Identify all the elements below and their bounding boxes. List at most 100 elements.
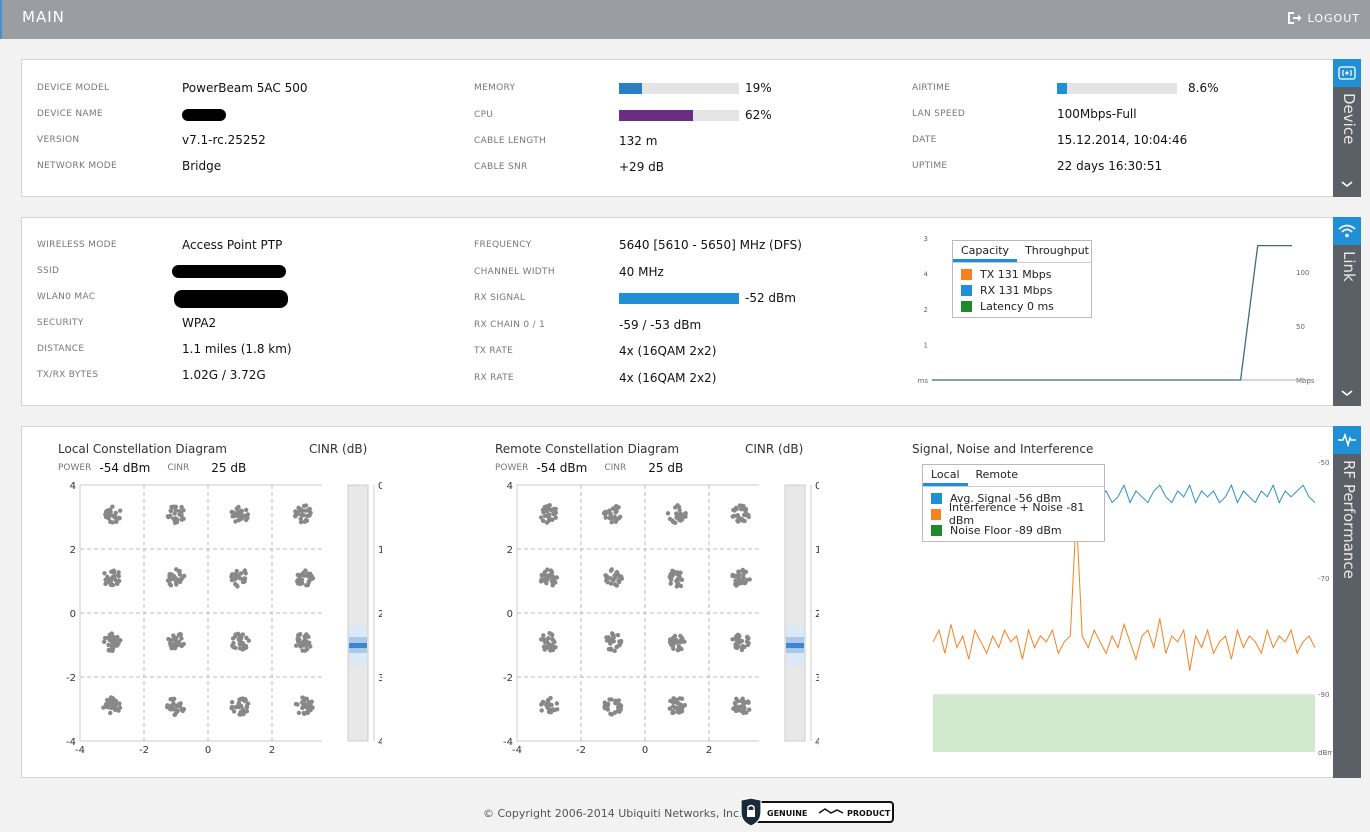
constellation-cluster — [229, 696, 251, 717]
constellation-cluster — [601, 504, 623, 525]
y-tick-label: 0 — [507, 609, 513, 620]
date-label: DATE — [912, 135, 937, 145]
cinr-track — [347, 484, 369, 742]
right-tick-label: Mbps — [1296, 377, 1315, 385]
device-tab[interactable]: Device — [1333, 59, 1361, 197]
legend-noise-floor: Noise Floor -89 dBm — [923, 522, 1104, 538]
constellation-cluster — [102, 631, 123, 653]
info-value: v7.1-rc.25252 — [182, 133, 266, 147]
cinr-tick-label: 30 — [815, 673, 819, 684]
info-label: SECURITY — [37, 318, 84, 328]
constellation-cluster — [665, 503, 688, 525]
cinr-tick-label: 20 — [378, 609, 382, 620]
cinr-marker — [786, 643, 804, 648]
cable-snr-value: +29 dB — [619, 160, 664, 174]
cinr-track — [784, 484, 806, 742]
chevron-down-icon[interactable] — [1340, 179, 1354, 189]
cinr-tick-label: 0 — [378, 481, 382, 492]
page-title: MAIN — [22, 8, 65, 26]
info-label: TX RATE — [474, 346, 514, 356]
y-tick-label: 0 — [70, 609, 76, 620]
link-panel: Link WIRELESS MODE Access Point PTP SSID WL… — [21, 217, 1361, 406]
cable-snr-row: CABLE SNR +29 dB — [474, 159, 664, 175]
cinr-tick-label: 30 — [378, 673, 382, 684]
capacity-tab[interactable]: Capacity — [953, 241, 1018, 262]
cable-snr-label: CABLE SNR — [474, 162, 528, 172]
constellation-cluster — [603, 567, 624, 588]
local-stats: POWER -54 dBm CINR 25 dB — [58, 461, 246, 475]
local-constellation-diagram: 420-2-4-4-2024 — [66, 481, 322, 755]
link-tab[interactable]: Link — [1333, 217, 1361, 406]
local-power-label: POWER — [58, 463, 92, 473]
local-tab[interactable]: Local — [923, 465, 968, 486]
local-cinr-label: CINR — [167, 463, 190, 473]
info-value: PowerBeam 5AC 500 — [182, 81, 308, 95]
info-label: FREQUENCY — [474, 240, 532, 250]
x-tick-label: 2 — [269, 745, 275, 755]
remote-cinr-label: CINR — [604, 463, 627, 473]
y-tick-label: -2 — [503, 673, 513, 684]
rf-tab-label: RF Performance — [1340, 460, 1358, 579]
constellation-cluster — [165, 504, 186, 525]
left-tick-label: 4 — [924, 271, 929, 279]
rf-tab-icon-box — [1333, 426, 1361, 454]
info-row: TX/RX BYTES 1.02G / 3.72G — [37, 367, 266, 383]
constellation-cluster — [295, 568, 316, 588]
constellation-cluster — [539, 631, 558, 653]
constellation-cluster — [230, 631, 251, 652]
throughput-tab[interactable]: Throughput — [1025, 244, 1089, 257]
device-tab-icon-box — [1333, 59, 1361, 87]
constellation-cluster — [229, 568, 248, 589]
constellation-cluster — [667, 696, 687, 716]
info-label: NETWORK MODE — [37, 161, 117, 171]
info-row: WLAN0 MAC — [37, 289, 182, 305]
logout-button[interactable]: LOGOUT — [1286, 10, 1360, 26]
cinr-tick-label: 10 — [815, 545, 819, 556]
x-tick-label: 0 — [205, 745, 211, 755]
right-tick-label: 50 — [1296, 323, 1305, 331]
rx-signal-bar-fill — [619, 292, 739, 304]
top-bar: MAIN LOGOUT — [0, 0, 1370, 39]
constellation-cluster — [293, 503, 313, 525]
uptime-row: UPTIME 22 days 16:30:51 — [912, 158, 1162, 174]
constellation-cluster — [294, 632, 313, 653]
x-tick-label: -2 — [139, 745, 149, 755]
interference-noise-line — [932, 514, 1316, 671]
genuine-product-badge: GENUINE PRODUCT — [740, 798, 894, 826]
constellation-cluster — [538, 567, 560, 588]
legend-swatch — [931, 508, 941, 520]
legend-tx-label: TX 131 Mbps — [980, 267, 1052, 281]
info-row: TX RATE 4x (16QAM 2x2) — [474, 343, 716, 359]
rf-tab[interactable]: RF Performance — [1333, 426, 1361, 778]
info-row: FREQUENCY 5640 [5610 - 5650] MHz (DFS) — [474, 237, 802, 253]
info-label: DEVICE MODEL — [37, 83, 110, 93]
remote-stats: POWER -54 dBm CINR 25 dB — [495, 461, 683, 475]
info-row: SECURITY WPA2 — [37, 315, 216, 331]
memory-value: 19% — [745, 81, 772, 95]
legend-interference-label: Interference + Noise -81 dBm — [948, 501, 1085, 527]
info-label: DEVICE NAME — [37, 109, 103, 119]
lan-speed-label: LAN SPEED — [912, 109, 966, 119]
link-capacity-chart: 3 4 2 1 ms 100 50 Mbps — [918, 235, 1315, 385]
remote-tab[interactable]: Remote — [975, 468, 1018, 481]
info-value: 1.1 miles (1.8 km) — [182, 342, 292, 356]
info-row: DISTANCE 1.1 miles (1.8 km) — [37, 341, 292, 357]
broadcast-icon — [1338, 66, 1356, 80]
redaction-mark — [174, 290, 288, 308]
x-tick-label: -4 — [75, 745, 85, 755]
link-tab-label: Link — [1340, 251, 1358, 282]
info-value: Bridge — [182, 159, 222, 173]
sni-chart: -50 -70 -90 dBm — [932, 459, 1332, 757]
constellation-cluster — [102, 568, 122, 588]
info-row: CHANNEL WIDTH 40 MHz — [474, 264, 664, 280]
airtime-label: AIRTIME — [912, 83, 951, 93]
cpu-row: CPU 62% — [474, 107, 772, 123]
capacity-series-line — [932, 244, 1292, 381]
info-row: WIRELESS MODE Access Point PTP — [37, 237, 282, 253]
chevron-down-icon[interactable] — [1340, 388, 1354, 398]
constellation-cluster — [165, 696, 187, 717]
constellation-cluster — [730, 503, 751, 524]
link-legend: Capacity Throughput TX 131 Mbps RX 131 M… — [952, 240, 1092, 318]
sni-title: Signal, Noise and Interference — [912, 442, 1094, 456]
local-cinr-title: CINR (dB) — [309, 442, 368, 456]
